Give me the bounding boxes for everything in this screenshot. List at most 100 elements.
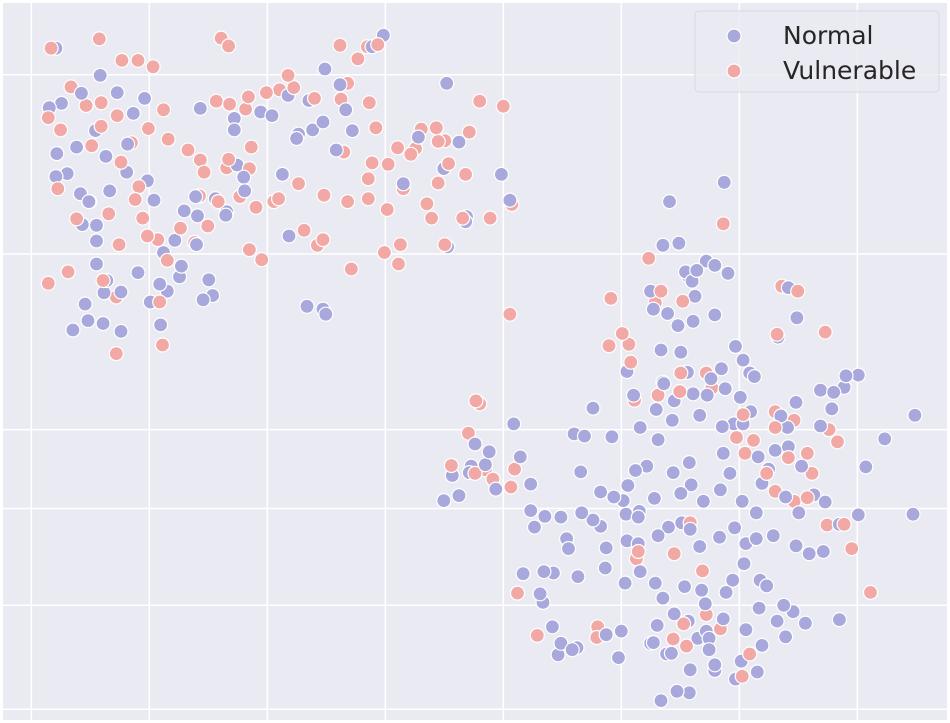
point-normal xyxy=(767,442,783,458)
point-normal xyxy=(681,455,697,471)
point-normal xyxy=(707,307,723,323)
point-normal xyxy=(173,258,189,274)
plot-background xyxy=(3,3,947,720)
point-vulnerable xyxy=(127,191,143,208)
point-vulnerable xyxy=(694,563,711,579)
point-normal xyxy=(226,122,242,138)
point-normal xyxy=(685,386,701,402)
point-normal xyxy=(564,642,580,658)
point-normal xyxy=(655,237,671,253)
point-vulnerable xyxy=(93,118,109,134)
point-normal xyxy=(703,371,719,387)
point-normal xyxy=(189,208,206,224)
point-vulnerable xyxy=(458,166,474,182)
point-normal xyxy=(65,322,81,338)
point-normal xyxy=(606,489,622,505)
point-normal xyxy=(812,418,829,434)
point-normal xyxy=(812,382,829,398)
legend-label-normal: Normal xyxy=(783,21,873,50)
legend-swatch-normal xyxy=(726,28,742,44)
point-vulnerable xyxy=(91,31,107,47)
point-normal xyxy=(692,407,708,423)
point-vulnerable xyxy=(653,283,669,299)
point-vulnerable xyxy=(180,142,196,158)
legend-label-vulnerable: Vulnerable xyxy=(783,56,916,85)
point-normal xyxy=(714,419,730,435)
point-vulnerable xyxy=(258,84,274,101)
point-vulnerable xyxy=(460,425,476,441)
point-normal xyxy=(645,634,662,651)
point-normal xyxy=(218,207,234,223)
point-vulnerable xyxy=(155,102,172,118)
point-normal xyxy=(726,520,743,536)
point-normal xyxy=(776,597,792,613)
point-vulnerable xyxy=(93,95,109,111)
point-vulnerable xyxy=(360,191,376,207)
point-vulnerable xyxy=(509,585,526,601)
point-normal xyxy=(536,563,552,580)
point-normal xyxy=(676,578,693,595)
point-normal xyxy=(188,189,204,205)
data-points xyxy=(40,27,923,709)
point-normal xyxy=(665,465,681,481)
point-normal xyxy=(791,505,807,521)
point-vulnerable xyxy=(742,646,758,662)
point-normal xyxy=(715,445,731,461)
point-vulnerable xyxy=(424,210,440,226)
point-vulnerable xyxy=(529,627,545,644)
point-normal xyxy=(81,194,97,210)
point-normal xyxy=(769,613,785,629)
point-normal xyxy=(192,100,208,117)
point-normal xyxy=(707,657,723,673)
point-normal xyxy=(152,276,168,292)
point-normal xyxy=(130,265,146,281)
point-normal xyxy=(299,298,315,314)
point-vulnerable xyxy=(769,326,785,342)
point-normal xyxy=(493,166,509,182)
point-vulnerable xyxy=(154,337,171,353)
point-vulnerable xyxy=(368,120,384,136)
point-normal xyxy=(598,627,614,643)
point-normal xyxy=(332,77,348,93)
point-vulnerable xyxy=(482,210,498,226)
point-vulnerable xyxy=(140,120,156,137)
point-vulnerable xyxy=(159,252,175,268)
legend-box xyxy=(694,10,940,93)
point-normal xyxy=(289,130,305,147)
point-normal xyxy=(523,503,539,519)
point-normal xyxy=(748,505,764,521)
point-normal xyxy=(850,507,866,523)
point-vulnerable xyxy=(790,283,806,299)
point-vulnerable xyxy=(240,89,256,105)
point-vulnerable xyxy=(286,79,302,96)
point-normal xyxy=(570,568,586,585)
point-vulnerable xyxy=(443,457,459,474)
point-normal xyxy=(544,619,561,635)
point-normal xyxy=(666,606,682,622)
point-normal xyxy=(620,477,636,494)
point-vulnerable xyxy=(844,540,860,557)
point-vulnerable xyxy=(280,67,296,84)
point-vulnerable xyxy=(40,110,56,126)
point-vulnerable xyxy=(759,465,775,481)
point-normal xyxy=(646,490,663,506)
point-normal xyxy=(537,508,553,525)
point-normal xyxy=(693,582,710,598)
point-normal xyxy=(585,400,601,416)
point-normal xyxy=(153,317,169,333)
point-vulnerable xyxy=(343,261,359,277)
point-normal xyxy=(467,436,483,452)
point-normal xyxy=(88,233,105,249)
point-normal xyxy=(750,449,766,465)
point-normal xyxy=(716,174,732,190)
point-normal xyxy=(735,352,751,368)
point-vulnerable xyxy=(243,139,259,155)
point-normal xyxy=(488,481,504,497)
point-vulnerable xyxy=(675,616,692,632)
point-normal xyxy=(113,284,129,300)
point-normal xyxy=(664,412,680,428)
point-normal xyxy=(625,387,642,403)
point-normal xyxy=(661,194,678,210)
point-vulnerable xyxy=(799,490,815,506)
point-vulnerable xyxy=(139,228,155,244)
